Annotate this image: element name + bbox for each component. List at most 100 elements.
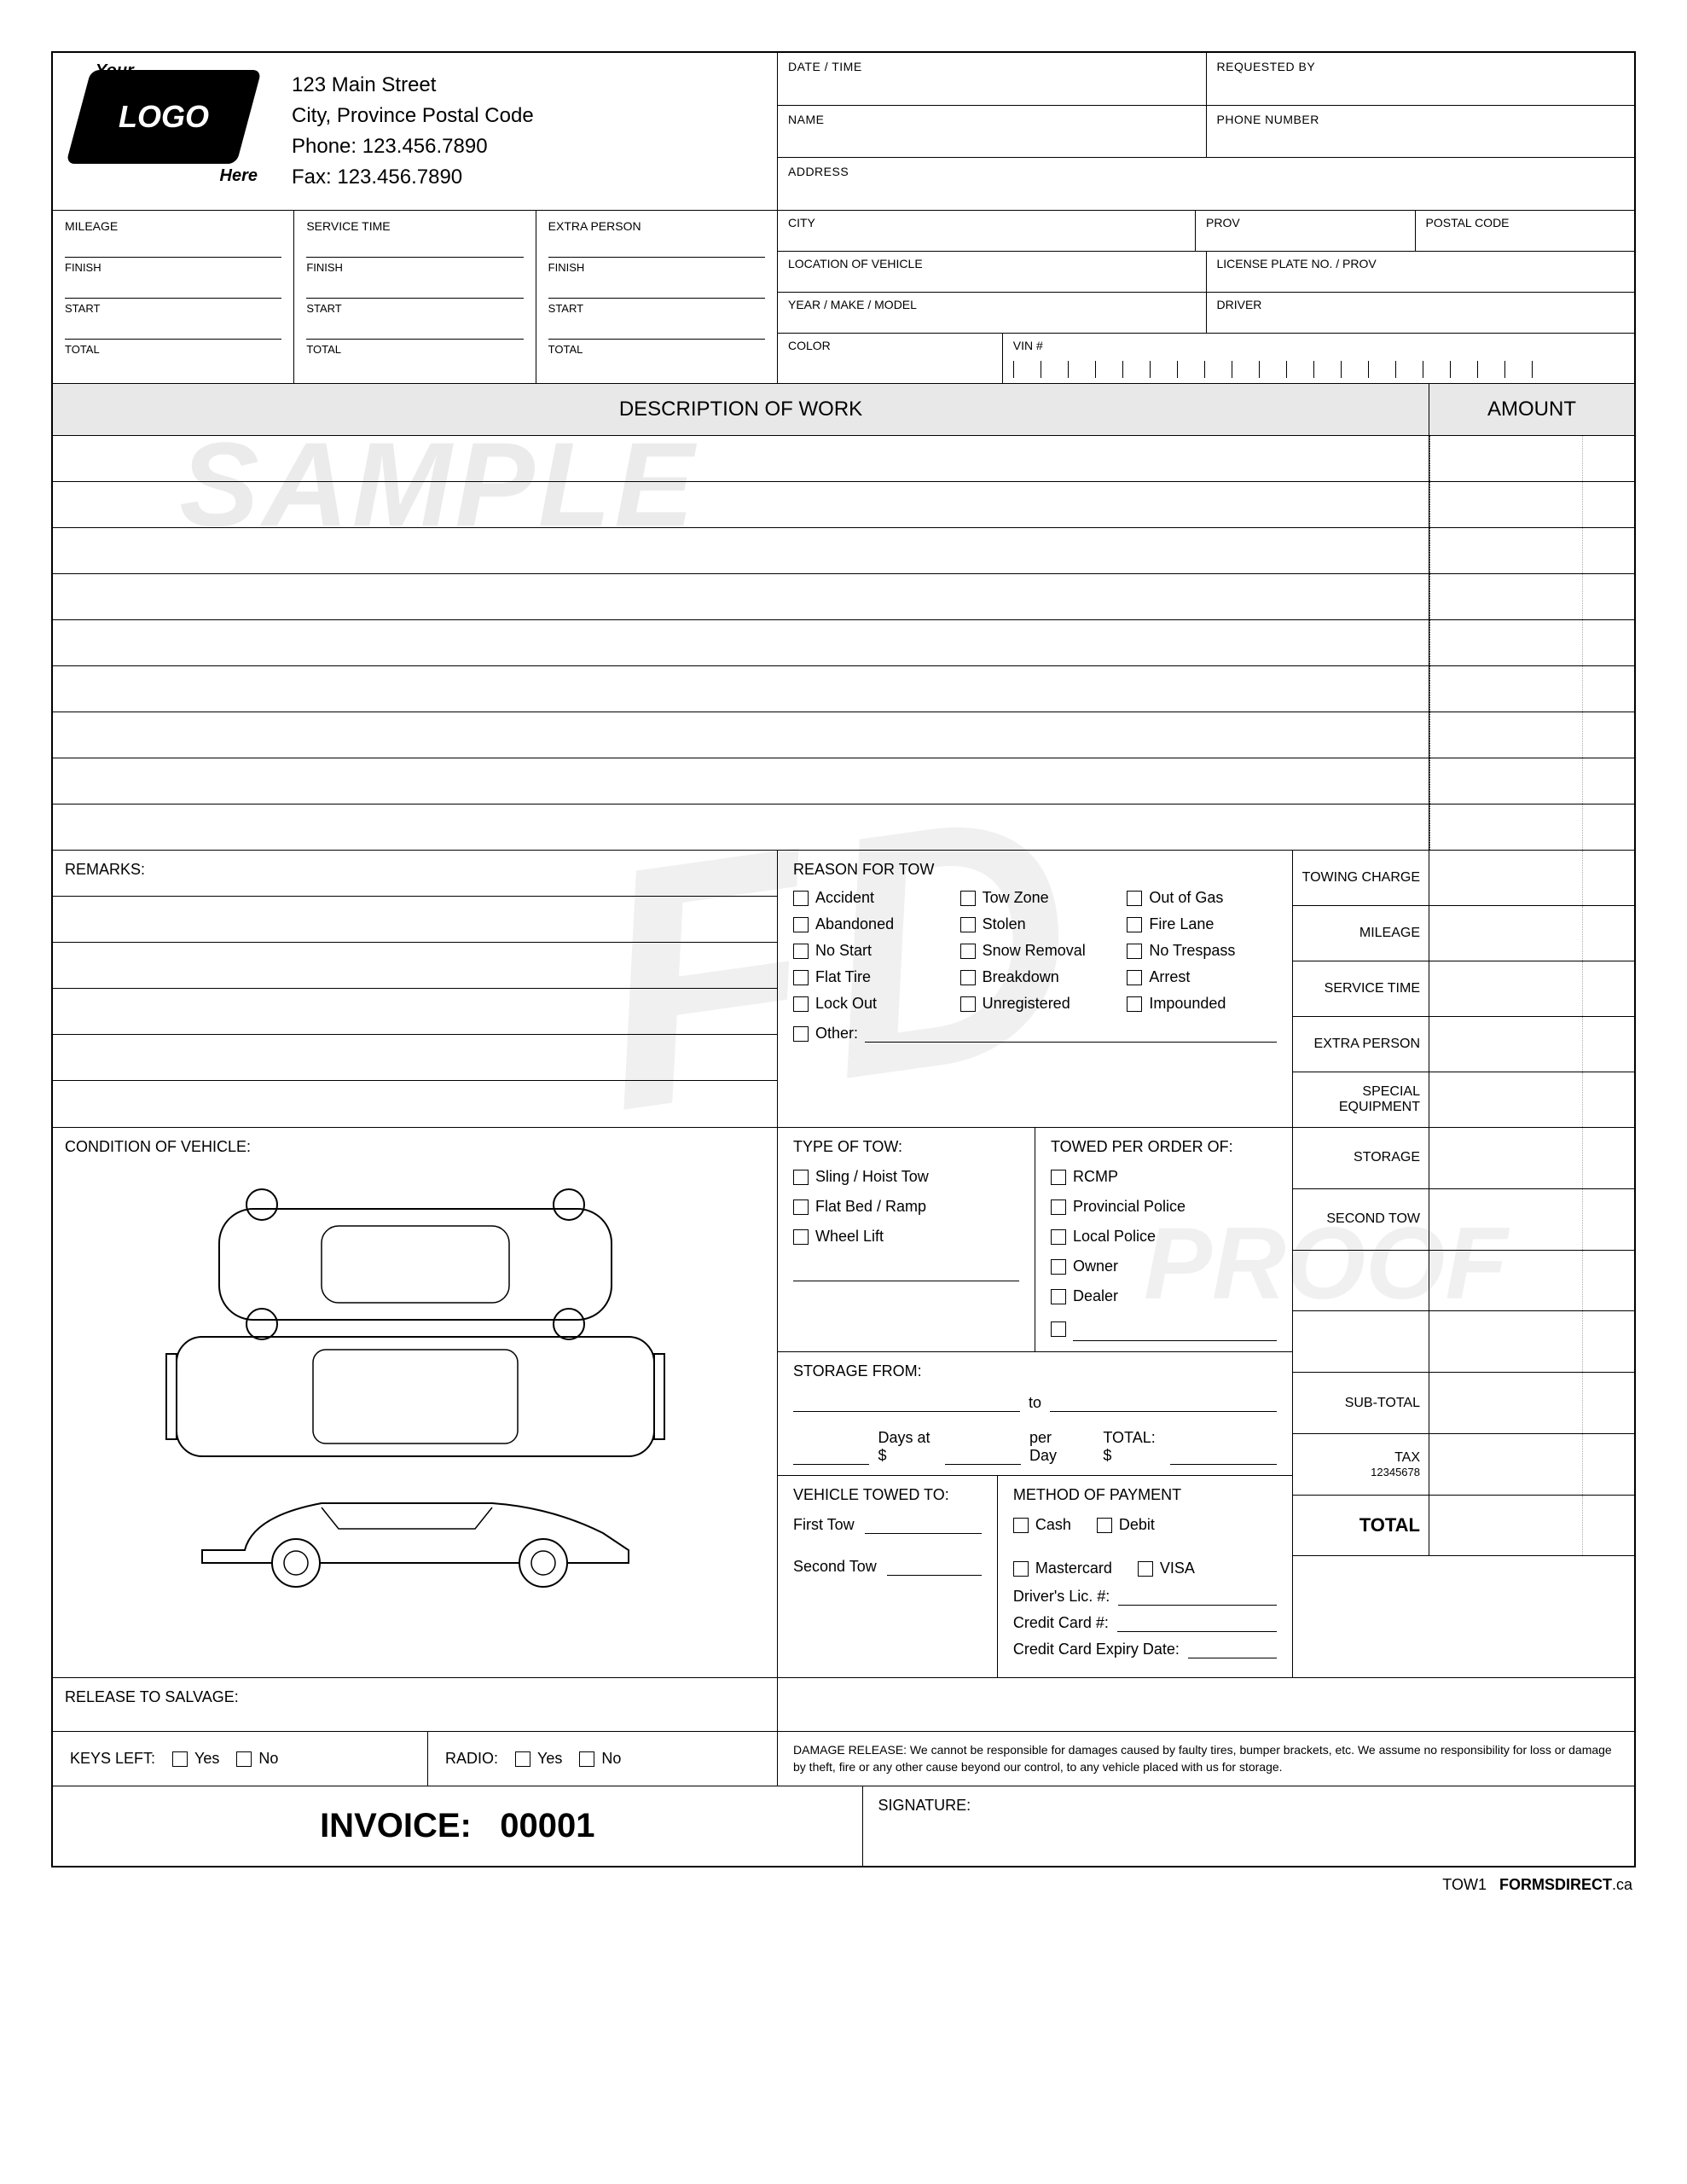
reason-other[interactable]: Other: bbox=[793, 1025, 1277, 1043]
service-time-col[interactable]: SERVICE TIME FINISH START TOTAL bbox=[294, 211, 536, 383]
checkbox-icon[interactable] bbox=[1127, 970, 1142, 985]
total-towing-value[interactable] bbox=[1429, 851, 1634, 905]
total-storage-value[interactable] bbox=[1429, 1128, 1634, 1188]
storage-total-blank[interactable] bbox=[1170, 1448, 1277, 1465]
checkbox-icon[interactable] bbox=[960, 917, 976, 932]
keys-no[interactable]: No bbox=[236, 1750, 278, 1768]
work-row[interactable] bbox=[53, 482, 1634, 528]
total-second-value[interactable] bbox=[1429, 1189, 1634, 1250]
remarks-line[interactable] bbox=[53, 1081, 777, 1127]
extra-person-col[interactable]: EXTRA PERSON FINISH START TOTAL bbox=[536, 211, 778, 383]
payment-option[interactable]: VISA bbox=[1138, 1560, 1195, 1577]
checkbox-icon[interactable] bbox=[1051, 1289, 1066, 1304]
field-plate[interactable]: LICENSE PLATE NO. / PROV bbox=[1207, 252, 1635, 292]
storage-from-blank[interactable] bbox=[793, 1395, 1020, 1412]
total-mileage-value[interactable] bbox=[1429, 906, 1634, 961]
checkbox-icon[interactable] bbox=[1051, 1199, 1066, 1215]
payment-option[interactable]: Cash bbox=[1013, 1516, 1071, 1534]
remarks-line[interactable] bbox=[53, 1035, 777, 1081]
field-date-time[interactable]: DATE / TIME bbox=[778, 53, 1207, 106]
order-of-item[interactable]: Provincial Police bbox=[1051, 1198, 1277, 1216]
reason-item[interactable]: Impounded bbox=[1127, 995, 1277, 1013]
field-ymm[interactable]: YEAR / MAKE / MODEL bbox=[778, 293, 1207, 333]
reason-item[interactable]: Accident bbox=[793, 889, 943, 907]
work-row[interactable] bbox=[53, 804, 1634, 851]
checkbox-icon[interactable] bbox=[793, 970, 809, 985]
work-row[interactable] bbox=[53, 620, 1634, 666]
storage-to-blank[interactable] bbox=[1050, 1395, 1277, 1412]
reason-item[interactable]: Unregistered bbox=[960, 995, 1110, 1013]
checkbox-icon[interactable] bbox=[1127, 944, 1142, 959]
tow-type-blank[interactable] bbox=[793, 1261, 1019, 1281]
order-of-blank-item[interactable] bbox=[1051, 1317, 1277, 1341]
checkbox-icon[interactable] bbox=[1051, 1170, 1066, 1185]
checkbox-icon[interactable] bbox=[1127, 996, 1142, 1012]
checkbox-icon[interactable] bbox=[793, 996, 809, 1012]
checkbox-icon[interactable] bbox=[793, 1229, 809, 1245]
checkbox-icon[interactable] bbox=[579, 1751, 594, 1767]
field-phone-number[interactable]: PHONE NUMBER bbox=[1207, 106, 1635, 159]
tow-type-item[interactable]: Sling / Hoist Tow bbox=[793, 1168, 1019, 1186]
checkbox-icon[interactable] bbox=[1013, 1561, 1029, 1577]
total-subtotal-value[interactable] bbox=[1429, 1373, 1634, 1433]
reason-item[interactable]: Abandoned bbox=[793, 915, 943, 933]
checkbox-icon[interactable] bbox=[793, 1170, 809, 1185]
checkbox-icon[interactable] bbox=[1051, 1259, 1066, 1275]
order-of-item[interactable]: Local Police bbox=[1051, 1228, 1277, 1246]
checkbox-icon[interactable] bbox=[172, 1751, 188, 1767]
storage-rate-blank[interactable] bbox=[945, 1448, 1021, 1465]
order-of-blank[interactable] bbox=[1073, 1321, 1277, 1341]
radio-no[interactable]: No bbox=[579, 1750, 621, 1768]
remarks-line[interactable] bbox=[53, 989, 777, 1035]
first-tow-blank[interactable] bbox=[865, 1517, 982, 1534]
reason-item[interactable]: Tow Zone bbox=[960, 889, 1110, 907]
reason-item[interactable]: No Start bbox=[793, 942, 943, 960]
payment-option[interactable]: Debit bbox=[1097, 1516, 1155, 1534]
checkbox-icon[interactable] bbox=[960, 944, 976, 959]
checkbox-icon[interactable] bbox=[1051, 1321, 1066, 1337]
work-row[interactable] bbox=[53, 436, 1634, 482]
tow-type-item[interactable]: Flat Bed / Ramp bbox=[793, 1198, 1019, 1216]
work-row[interactable] bbox=[53, 666, 1634, 712]
reason-item[interactable]: No Trespass bbox=[1127, 942, 1277, 960]
reason-other-blank[interactable] bbox=[865, 1025, 1277, 1043]
checkbox-icon[interactable] bbox=[1138, 1561, 1153, 1577]
reason-item[interactable]: Lock Out bbox=[793, 995, 943, 1013]
reason-item[interactable]: Out of Gas bbox=[1127, 889, 1277, 907]
field-color[interactable]: COLOR bbox=[778, 334, 1003, 383]
work-row[interactable] bbox=[53, 528, 1634, 574]
checkbox-icon[interactable] bbox=[793, 891, 809, 906]
checkbox-icon[interactable] bbox=[236, 1751, 252, 1767]
checkbox-icon[interactable] bbox=[1013, 1518, 1029, 1533]
checkbox-icon[interactable] bbox=[1051, 1229, 1066, 1245]
tow-type-item[interactable]: Wheel Lift bbox=[793, 1228, 1019, 1246]
credit-card-blank[interactable] bbox=[1117, 1615, 1277, 1632]
total-blank-value-1[interactable] bbox=[1429, 1251, 1634, 1311]
total-service-value[interactable] bbox=[1429, 961, 1634, 1016]
storage-days-blank[interactable] bbox=[793, 1448, 869, 1465]
total-tax-value[interactable] bbox=[1429, 1434, 1634, 1495]
checkbox-icon[interactable] bbox=[960, 970, 976, 985]
remarks-line[interactable] bbox=[53, 897, 777, 943]
reason-item[interactable]: Fire Lane bbox=[1127, 915, 1277, 933]
keys-yes[interactable]: Yes bbox=[172, 1750, 219, 1768]
order-of-item[interactable]: Owner bbox=[1051, 1258, 1277, 1275]
field-requested-by[interactable]: REQUESTED BY bbox=[1207, 53, 1635, 106]
drivers-lic-blank[interactable] bbox=[1118, 1589, 1277, 1606]
field-address[interactable]: ADDRESS bbox=[778, 158, 1634, 211]
total-special-value[interactable] bbox=[1429, 1072, 1634, 1127]
reason-item[interactable]: Stolen bbox=[960, 915, 1110, 933]
work-row[interactable] bbox=[53, 574, 1634, 620]
checkbox-icon[interactable] bbox=[793, 917, 809, 932]
field-vin[interactable]: VIN # bbox=[1003, 334, 1634, 383]
work-row[interactable] bbox=[53, 712, 1634, 758]
checkbox-icon[interactable] bbox=[515, 1751, 530, 1767]
reason-item[interactable]: Breakdown bbox=[960, 968, 1110, 986]
reason-item[interactable]: Arrest bbox=[1127, 968, 1277, 986]
field-driver[interactable]: DRIVER bbox=[1207, 293, 1635, 333]
checkbox-icon[interactable] bbox=[960, 996, 976, 1012]
field-city[interactable]: CITY bbox=[778, 211, 1196, 251]
checkbox-icon[interactable] bbox=[960, 891, 976, 906]
field-postal[interactable]: POSTAL CODE bbox=[1416, 211, 1635, 251]
expiry-blank[interactable] bbox=[1188, 1641, 1277, 1658]
